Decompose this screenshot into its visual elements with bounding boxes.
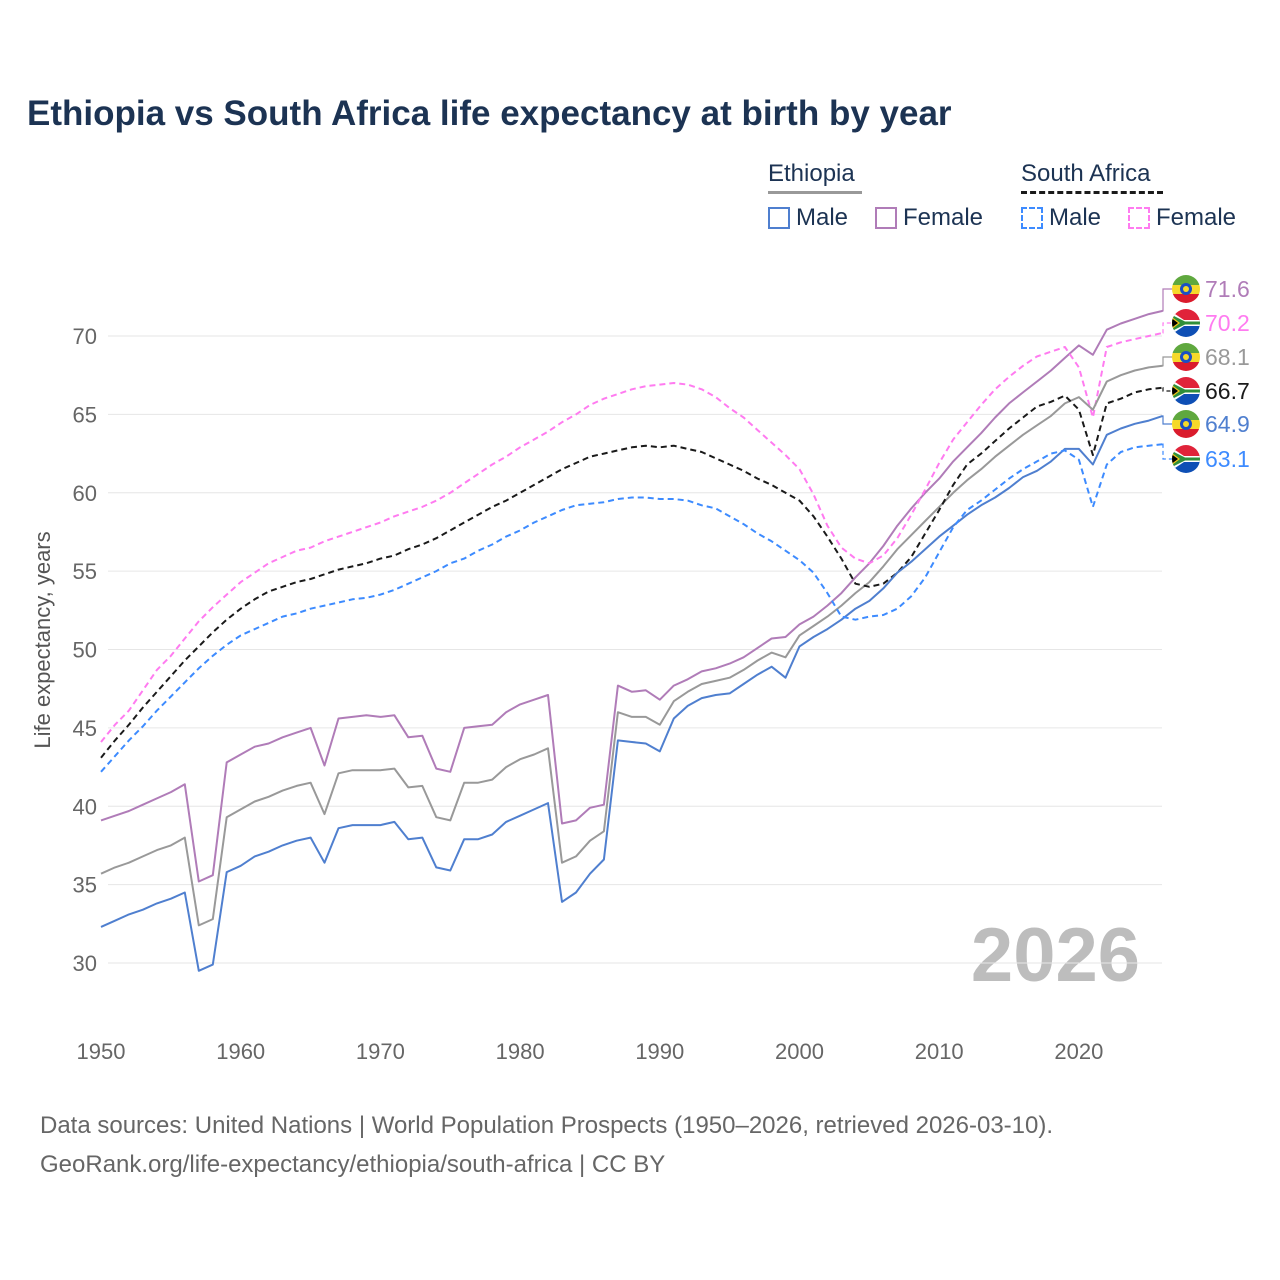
x-axis: 1950 1960 1970 1980 1990 2000 2010 2020 — [77, 1039, 1104, 1064]
flag-y — [1172, 315, 1200, 331]
series-line-south-africa-male — [100, 443, 1163, 773]
ethiopia-flag-icon — [1172, 343, 1200, 371]
end-label-connector — [1162, 356, 1172, 367]
swatch-icon — [1021, 207, 1043, 229]
legend-label: Female — [1156, 204, 1237, 231]
south-africa-flag-icon — [1172, 309, 1200, 337]
end-value-label: 68.1 — [1205, 344, 1250, 370]
y-tick-label: 30 — [73, 951, 97, 976]
legend-item-ethiopia-male[interactable]: Male — [768, 204, 848, 232]
series-line-south-africa — [100, 386, 1163, 759]
legend-item-ethiopia-female[interactable]: Female — [875, 204, 983, 232]
x-tick-label: 1960 — [216, 1039, 265, 1064]
x-tick-label: 2010 — [915, 1039, 964, 1064]
flag-stripe — [1172, 294, 1200, 303]
flag-triangle — [1172, 386, 1178, 396]
ethiopia-flag-icon — [1172, 275, 1200, 303]
flag-body — [1172, 343, 1200, 371]
end-value-label: 70.2 — [1205, 310, 1250, 336]
y-tick-label: 50 — [73, 638, 97, 663]
south-africa-flag-icon — [1172, 445, 1200, 473]
x-tick-label: 1970 — [356, 1039, 405, 1064]
end-label-connector — [1162, 288, 1172, 312]
flag-body — [1172, 377, 1200, 405]
data-source-note: Data sources: United Nations | World Pop… — [40, 1112, 1054, 1139]
flag-star — [1183, 354, 1189, 360]
year-watermark: 2026 — [970, 913, 1140, 998]
legend-item-south-africa-male[interactable]: Male — [1021, 204, 1101, 232]
gridlines — [108, 335, 1162, 964]
series-line-south-africa-female — [100, 331, 1163, 743]
series-line-ethiopia-female — [100, 309, 1163, 883]
flag-body — [1172, 410, 1200, 438]
legend-label: Male — [1049, 204, 1102, 231]
x-tick-label: 2020 — [1054, 1039, 1103, 1064]
y-tick-label: 45 — [73, 716, 97, 741]
flag-stripe — [1172, 343, 1200, 353]
series-line-ethiopia-male — [100, 414, 1164, 972]
flag-stripe — [1172, 362, 1200, 371]
end-label-connector — [1162, 443, 1172, 460]
end-value-label: 63.1 — [1205, 446, 1250, 472]
x-tick-label: 1990 — [635, 1039, 684, 1064]
x-tick-label: 1950 — [77, 1039, 126, 1064]
swatch-icon — [1128, 207, 1150, 229]
legend-group-ethiopia: Ethiopia — [768, 160, 855, 187]
y-axis-label: Life expectancy, years — [30, 531, 55, 748]
flag-y — [1172, 383, 1200, 399]
flag-body — [1172, 309, 1200, 337]
end-value-label: 71.6 — [1205, 276, 1250, 302]
legend-group-south-africa: South Africa — [1021, 160, 1151, 187]
flag-star — [1183, 421, 1189, 427]
swatch-icon — [875, 207, 897, 229]
flag-stripe — [1172, 410, 1200, 420]
x-tick-label: 2000 — [775, 1039, 824, 1064]
y-tick-label: 40 — [73, 794, 97, 819]
flag-stripe — [1172, 429, 1200, 438]
swatch-icon — [768, 207, 790, 229]
y-tick-label: 55 — [73, 559, 97, 584]
flag-stripe — [1172, 275, 1200, 285]
legend-label: Female — [903, 204, 984, 231]
legend-item-south-africa-female[interactable]: Female — [1128, 204, 1236, 232]
flag-star — [1183, 286, 1189, 292]
y-tick-label: 70 — [73, 324, 97, 349]
flag-y — [1172, 451, 1200, 467]
series-lines — [100, 309, 1164, 972]
y-tick-label: 60 — [73, 481, 97, 506]
footer: Data sources: United Nations | World Pop… — [40, 1106, 1053, 1184]
south-africa-flag-icon — [1172, 377, 1200, 405]
flag-triangle — [1172, 318, 1178, 328]
end-label-connector — [1162, 387, 1172, 392]
y-tick-label: 35 — [73, 873, 97, 898]
y-tick-label: 65 — [73, 402, 97, 427]
chart-title: Ethiopia vs South Africa life expectancy… — [27, 94, 952, 133]
source-link[interactable]: GeoRank.org/life-expectancy/ethiopia/sou… — [40, 1151, 666, 1178]
end-value-label: 66.7 — [1205, 378, 1250, 404]
y-axis: 30 35 40 45 50 55 60 65 70 — [73, 324, 97, 976]
series-line-ethiopia — [100, 364, 1163, 927]
end-labels: 71.6 70.2 68.1 66.7 64.9 63.1 — [1162, 275, 1250, 473]
end-label-connector — [1162, 415, 1172, 425]
legend-line-south-africa — [1021, 191, 1163, 194]
end-value-label: 64.9 — [1205, 411, 1250, 437]
flag-body — [1172, 445, 1200, 473]
end-label-connector — [1162, 322, 1172, 334]
flag-body — [1172, 275, 1200, 303]
legend-line-ethiopia — [768, 191, 862, 194]
legend-label: Male — [796, 204, 849, 231]
ethiopia-flag-icon — [1172, 410, 1200, 438]
x-tick-label: 1980 — [496, 1039, 545, 1064]
flag-triangle — [1172, 454, 1178, 464]
